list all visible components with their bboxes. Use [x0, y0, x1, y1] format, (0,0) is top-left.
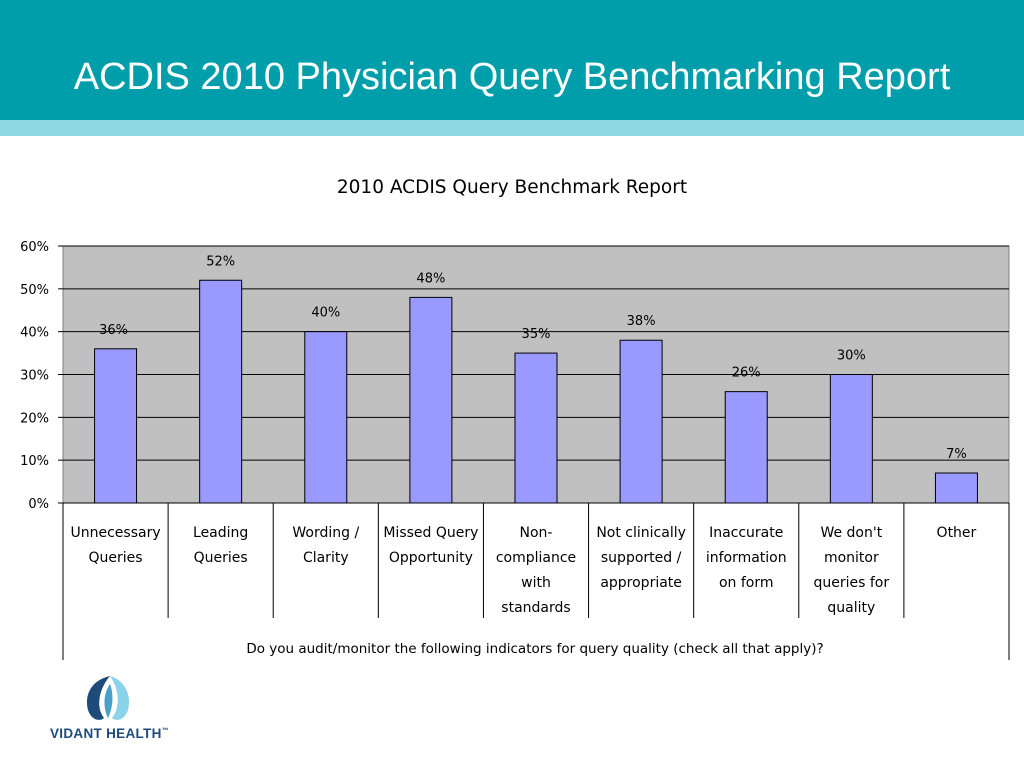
data-label: 38%: [627, 314, 656, 329]
x-axis-label: Do you audit/monitor the following indic…: [246, 641, 823, 657]
data-label: 7%: [946, 447, 967, 462]
category-table: Unnecessary Queries Leading Queries Wording …: [62, 503, 1010, 660]
header-stripe: [0, 120, 1024, 136]
category-label: Non-compliance with standards: [496, 525, 576, 616]
vidant-logo-icon: [86, 676, 130, 720]
category-label: Missed Query Opportunity: [383, 525, 478, 566]
y-axis-tick-labels: 0% 10% 20% 30% 40% 50% 60%: [20, 240, 49, 512]
bar: [829, 374, 873, 504]
category-label: Inaccurate information on form: [706, 525, 787, 591]
bar: [409, 296, 453, 504]
data-label: 26%: [732, 366, 761, 381]
category-label: Unnecessary Queries: [70, 525, 160, 566]
data-label: 40%: [311, 306, 340, 321]
category-label: We don't monitor queries for quality: [814, 525, 890, 616]
y-tick-label: 60%: [20, 240, 49, 255]
header-band: [0, 0, 1024, 120]
y-tick-label: 50%: [20, 283, 49, 298]
logo-text: VIDANT HEALTH™: [50, 726, 169, 741]
bar: [199, 279, 243, 504]
slide-title: ACDIS 2010 Physician Query Benchmarking …: [73, 56, 951, 98]
y-tick-label: 0%: [28, 497, 49, 512]
data-label: 30%: [837, 349, 866, 364]
y-tick-label: 30%: [20, 369, 49, 384]
bar: [514, 352, 558, 504]
data-label: 35%: [522, 327, 551, 342]
bars: [94, 279, 978, 504]
y-tick-label: 10%: [20, 454, 49, 469]
bar: [94, 348, 138, 504]
category-label: Leading Queries: [193, 525, 248, 566]
bar: [304, 331, 348, 504]
data-label: 52%: [206, 254, 235, 269]
bar: [619, 339, 663, 504]
data-labels: 36% 52% 40% 48% 35% 38% 26% 30% 7%: [99, 254, 967, 462]
chart-title: 2010 ACDIS Query Benchmark Report: [337, 177, 687, 198]
data-label: 48%: [416, 271, 445, 286]
bar: [724, 391, 768, 504]
y-tick-label: 40%: [20, 326, 49, 341]
category-label: Wording / Clarity: [292, 525, 359, 566]
category-label: Other: [937, 525, 977, 541]
y-tick-label: 20%: [20, 411, 49, 426]
bar: [934, 472, 978, 504]
data-label: 36%: [99, 323, 128, 338]
category-label: Not clinically supported / appropriate: [596, 525, 686, 591]
